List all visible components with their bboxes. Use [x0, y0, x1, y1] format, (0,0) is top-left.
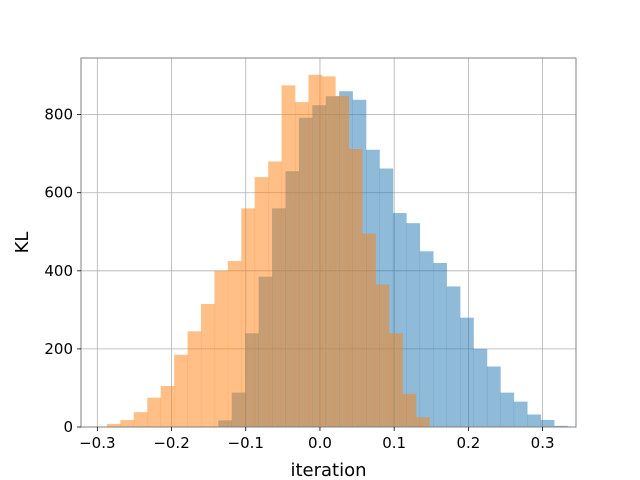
histogram-bar-series-2	[147, 397, 162, 427]
histogram-bar-series-2	[295, 102, 309, 427]
histogram-bar-series-2	[321, 76, 336, 427]
y-axis-ticks: 0 200 400 600 800	[44, 106, 81, 436]
histogram-bar-series-2	[402, 393, 417, 427]
x-axis-ticks: −0.3 −0.2 −0.1 0.0 0.1 0.2 0.3	[79, 427, 555, 452]
histogram-bar-series-1	[419, 251, 434, 427]
x-tick-label: 0.2	[456, 434, 480, 452]
histogram-bar-series-2	[187, 331, 202, 427]
y-tick-label: 400	[44, 262, 73, 280]
histogram-bar-series-2	[201, 304, 215, 427]
histogram-bar-series-2	[362, 233, 376, 427]
histogram-bar-series-1	[527, 414, 541, 427]
histogram-bar-series-2	[335, 95, 350, 427]
histogram-bar-series-2	[375, 284, 390, 427]
histogram-bar-series-2	[174, 354, 188, 427]
x-tick-label: 0.1	[382, 434, 406, 452]
x-tick-label: −0.1	[228, 434, 264, 452]
histogram-bar-series-1	[433, 263, 447, 427]
histogram-bar-series-2	[348, 148, 363, 427]
y-tick-label: 600	[44, 184, 73, 202]
x-tick-label: −0.3	[79, 434, 115, 452]
histogram-bar-series-1	[446, 286, 461, 427]
histogram-bar-series-1	[500, 392, 515, 427]
histogram-bars	[106, 74, 568, 428]
histogram-bar-series-1	[406, 223, 421, 427]
histogram-bar-series-1	[513, 401, 528, 427]
histogram-bar-series-2	[415, 417, 430, 427]
histogram-bar-series-2	[227, 261, 242, 427]
x-tick-label: 0.0	[308, 434, 332, 452]
y-tick-label: 0	[63, 418, 73, 436]
y-tick-label: 200	[44, 340, 73, 358]
histogram-bar-series-2	[214, 270, 229, 427]
x-tick-label: −0.2	[153, 434, 189, 452]
plot-frame	[80, 57, 577, 428]
x-axis-label: iteration	[290, 460, 366, 480]
histogram-bar-series-2	[241, 208, 256, 427]
histogram-bar-series-1	[486, 366, 501, 427]
histogram-bar-series-2	[120, 419, 135, 427]
histogram-bar-series-2	[389, 333, 403, 427]
y-tick-label: 800	[44, 106, 73, 124]
histogram-bar-series-2	[160, 386, 175, 427]
histogram-bar-series-2	[308, 74, 323, 428]
histogram-bar-series-1	[540, 419, 555, 427]
histogram-bar-series-2	[106, 423, 121, 427]
histogram-bar-series-2	[254, 177, 269, 427]
x-tick-label: 0.3	[531, 434, 555, 452]
histogram-bar-series-1	[473, 348, 488, 427]
histogram-bar-series-1	[460, 317, 474, 427]
histogram-bar-series-2	[133, 412, 148, 427]
histogram-bar-series-2	[268, 161, 282, 427]
y-axis-label: KL	[12, 232, 33, 254]
histogram-bar-series-1	[554, 425, 568, 427]
histogram-bar-series-2	[281, 85, 296, 427]
